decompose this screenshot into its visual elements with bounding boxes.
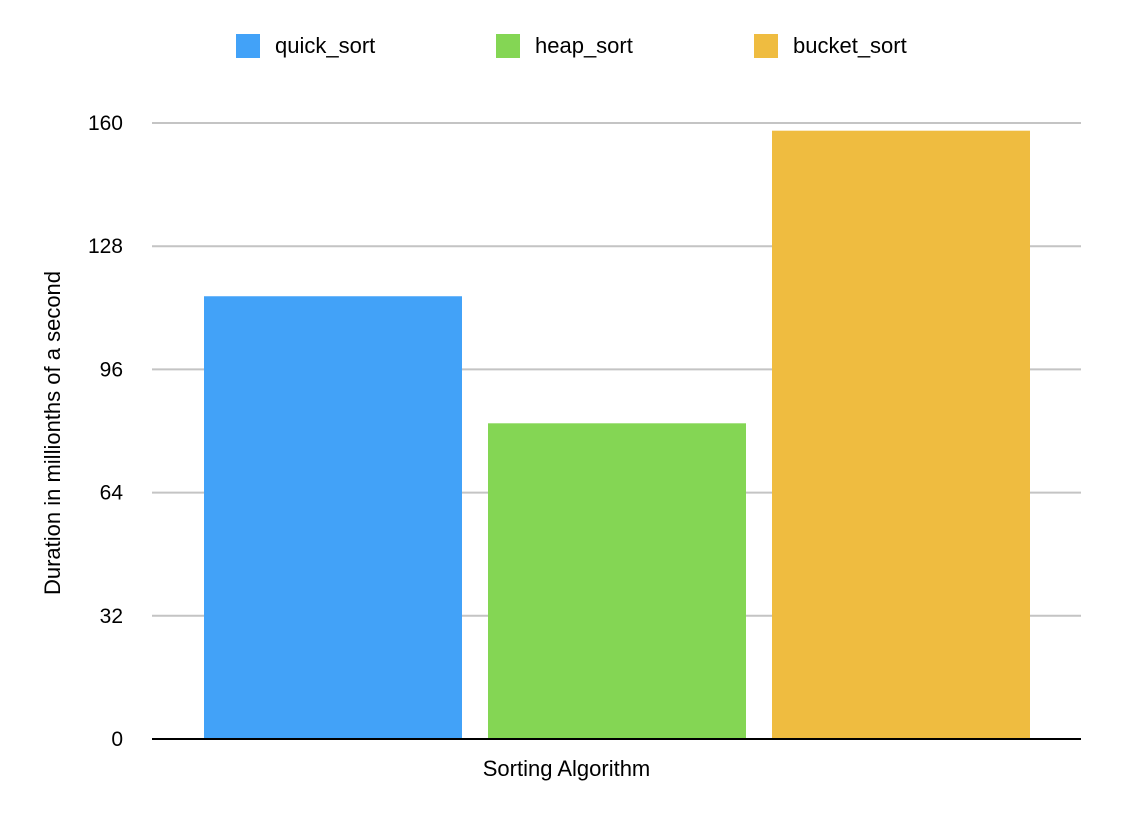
legend-item-quick-sort: quick_sort bbox=[236, 33, 375, 58]
legend-swatch bbox=[236, 34, 260, 58]
legend: quick_sort heap_sort bucket_sort bbox=[236, 33, 907, 58]
bar-bucket-sort bbox=[772, 130, 1030, 739]
y-axis-title: Duration in millionths of a second bbox=[40, 271, 65, 595]
y-tick-label: 0 bbox=[111, 728, 123, 751]
legend-swatch bbox=[754, 34, 778, 58]
y-axis-ticks: 0 32 64 96 128 160 bbox=[88, 112, 123, 751]
legend-item-bucket-sort: bucket_sort bbox=[754, 33, 907, 58]
legend-item-heap-sort: heap_sort bbox=[496, 33, 633, 58]
x-axis-title: Sorting Algorithm bbox=[483, 756, 651, 781]
bar-quick-sort bbox=[204, 296, 462, 739]
bar-heap-sort bbox=[488, 423, 746, 739]
legend-label: quick_sort bbox=[275, 33, 375, 58]
y-tick-label: 32 bbox=[100, 605, 123, 628]
y-tick-label: 96 bbox=[100, 358, 123, 381]
y-tick-label: 128 bbox=[88, 235, 123, 258]
y-tick-label: 160 bbox=[88, 112, 123, 135]
y-tick-label: 64 bbox=[100, 482, 124, 505]
legend-label: bucket_sort bbox=[793, 33, 907, 58]
legend-label: heap_sort bbox=[535, 33, 633, 58]
bars bbox=[204, 130, 1030, 739]
legend-swatch bbox=[496, 34, 520, 58]
